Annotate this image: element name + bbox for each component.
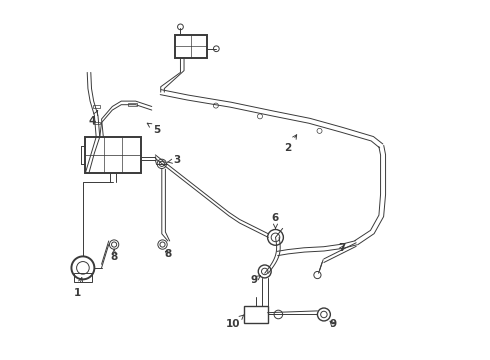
Circle shape [257,114,263,119]
Circle shape [109,240,119,249]
Text: 8: 8 [110,249,118,262]
Circle shape [159,161,164,166]
Circle shape [157,159,167,168]
Bar [74,273,92,282]
Text: 7: 7 [338,243,345,253]
Bar [85,137,141,173]
Circle shape [214,46,219,51]
Circle shape [314,271,321,279]
Bar [175,35,207,58]
Text: 9: 9 [250,275,261,285]
Circle shape [318,308,330,321]
Circle shape [72,256,95,279]
Circle shape [271,233,280,242]
Circle shape [112,242,117,247]
Text: 3: 3 [168,155,180,165]
Text: 1: 1 [74,278,83,298]
Text: 5: 5 [147,123,161,135]
Text: 9: 9 [329,319,337,329]
Bar [93,105,100,108]
Circle shape [158,240,167,249]
Circle shape [317,129,322,134]
Bar [128,103,137,106]
Text: 10: 10 [226,315,244,329]
Circle shape [320,311,327,318]
Text: 4: 4 [89,111,98,126]
Circle shape [262,268,268,275]
Circle shape [177,24,183,30]
Text: 2: 2 [284,135,296,153]
Circle shape [268,229,283,245]
Circle shape [258,265,271,278]
Circle shape [213,103,219,108]
Circle shape [274,310,283,319]
Circle shape [76,262,89,274]
Text: 6: 6 [272,213,279,229]
Bar [93,122,100,125]
Bar [245,306,268,323]
Text: 8: 8 [164,248,171,258]
Circle shape [160,242,165,247]
